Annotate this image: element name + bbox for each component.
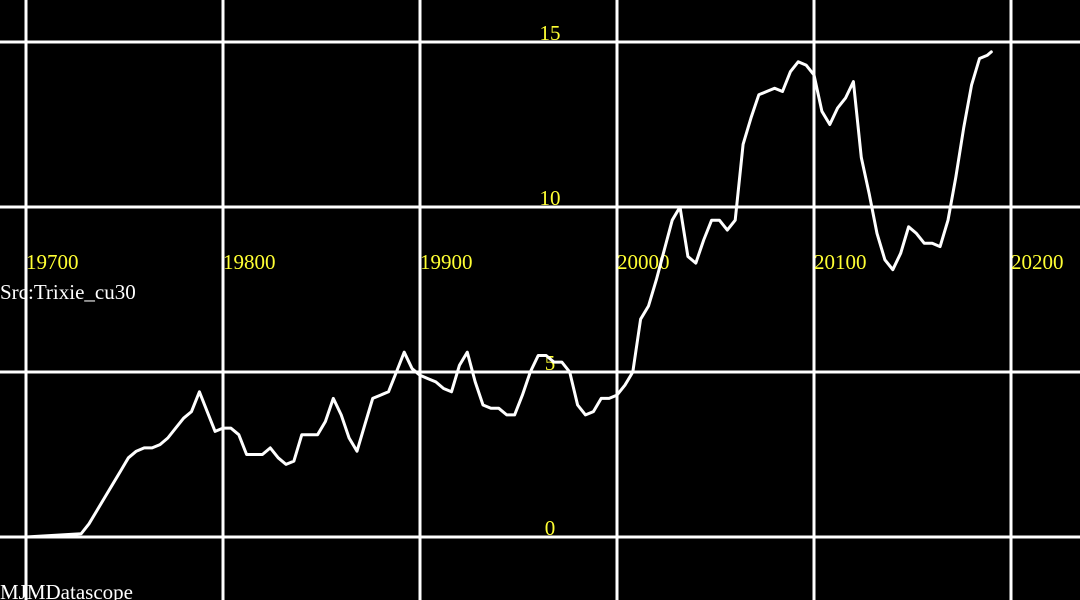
watermark-label: MJMDatascope — [0, 580, 133, 600]
y-tick-label-0: 0 — [545, 516, 556, 540]
x-tick-labels: 19700 19800 19900 20000 20100 20200 — [26, 250, 1064, 274]
y-tick-label-1: 5 — [545, 351, 556, 375]
source-label: Src:Trixie_cu30 — [0, 280, 136, 304]
y-tick-label-2: 10 — [540, 186, 561, 210]
series-line — [24, 50, 993, 539]
x-tick-label-2: 19900 — [420, 250, 473, 274]
x-tick-label-5: 20200 — [1011, 250, 1064, 274]
y-tick-labels: 0 5 10 15 — [540, 21, 561, 540]
x-tick-label-1: 19800 — [223, 250, 276, 274]
y-tick-label-3: 15 — [540, 21, 561, 45]
x-tick-label-4: 20100 — [814, 250, 867, 274]
x-tick-label-0: 19700 — [26, 250, 79, 274]
